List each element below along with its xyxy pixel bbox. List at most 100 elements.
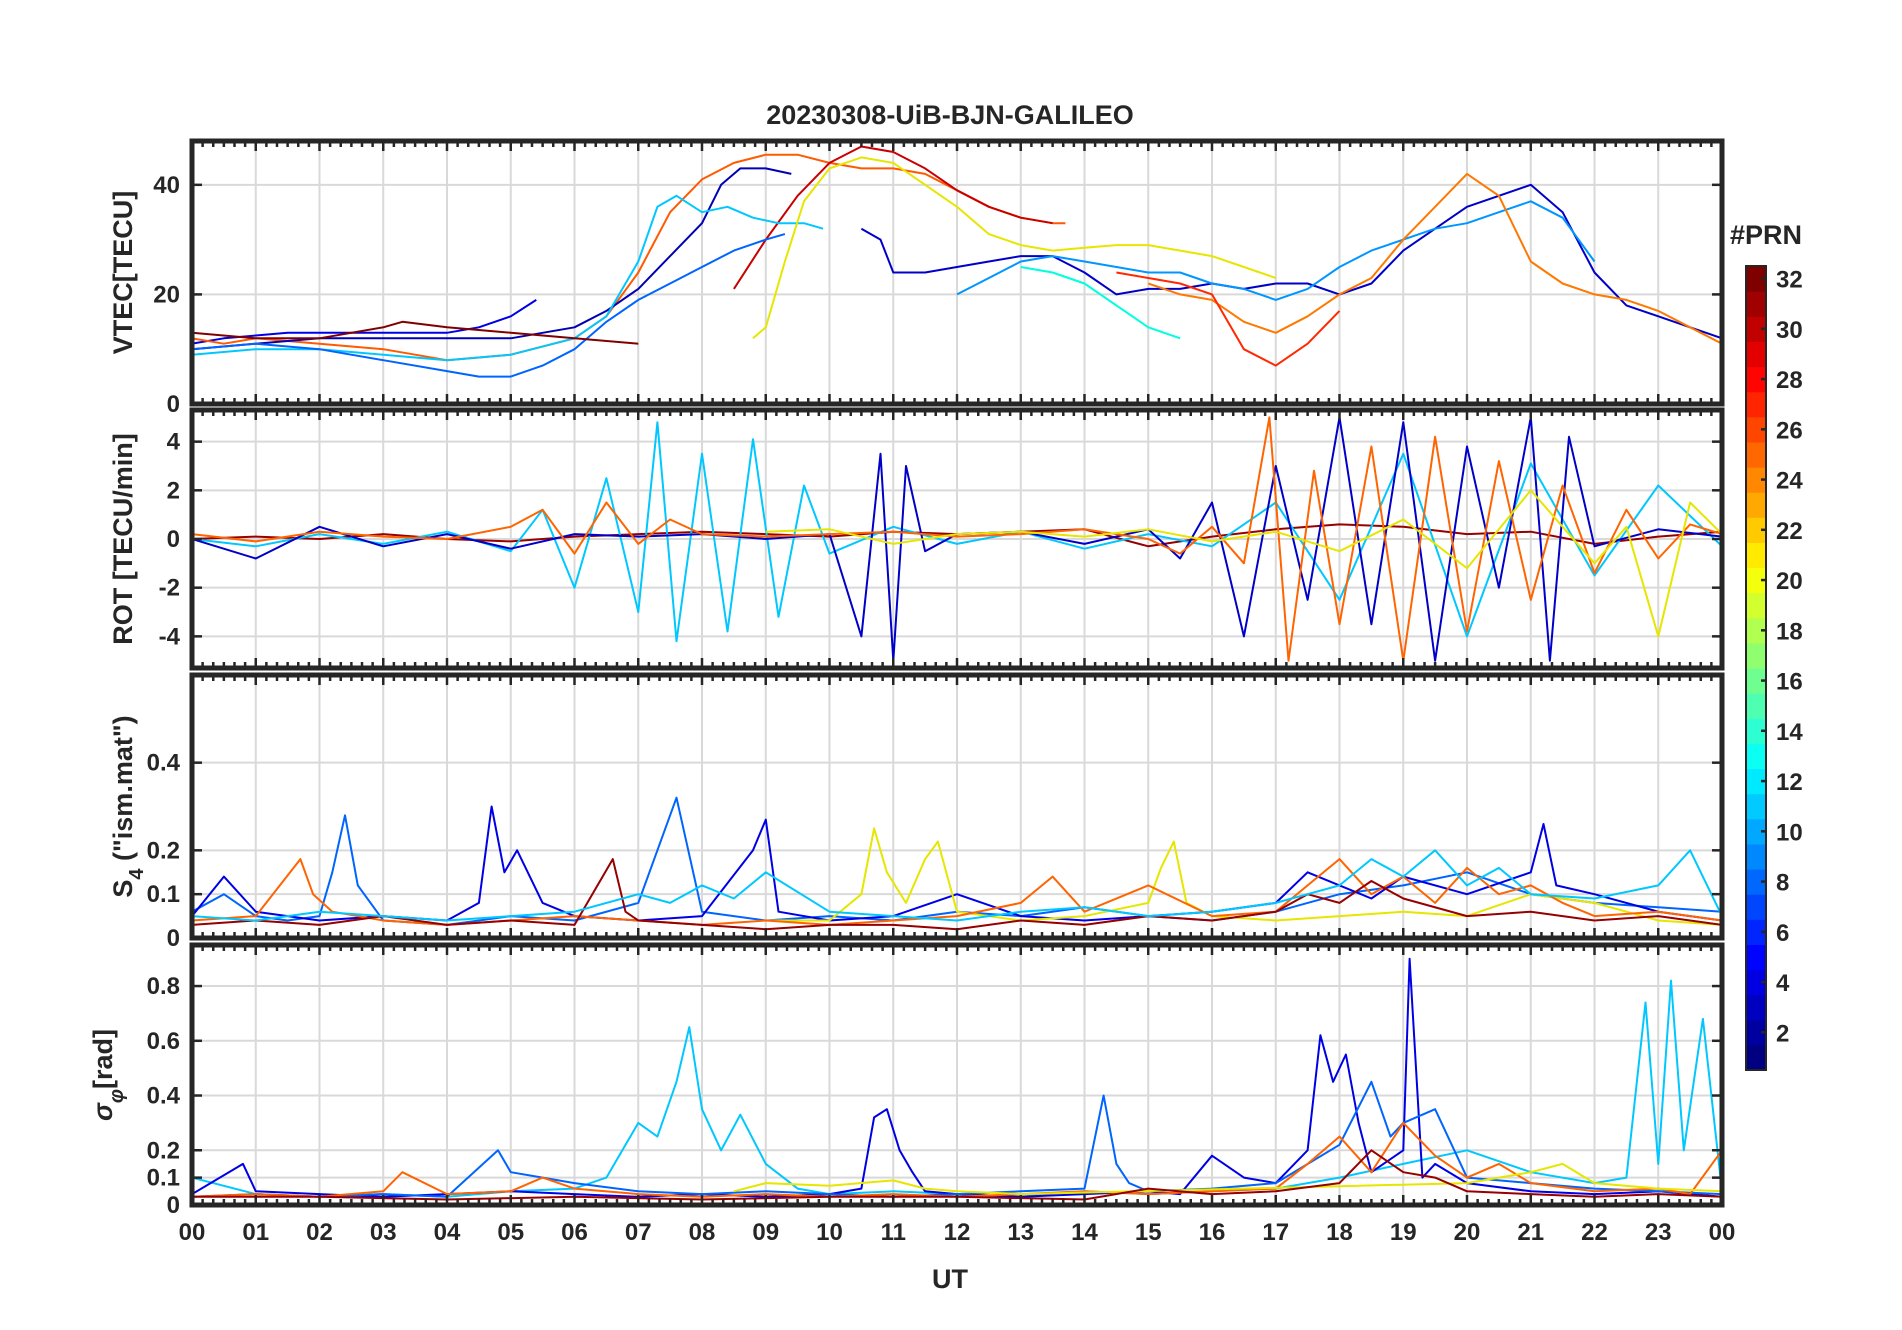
colorbar-segment <box>1746 693 1766 719</box>
colorbar-segment <box>1746 542 1766 569</box>
x-tick-label: 20 <box>1454 1219 1481 1246</box>
frame-layer <box>189 138 1725 1208</box>
x-tick-label: 22 <box>1581 1219 1608 1246</box>
rot-y-tick-label: 0 <box>167 526 180 553</box>
vtec-trace-prn-1 <box>192 167 792 351</box>
x-tick-label: 15 <box>1135 1219 1162 1246</box>
s4-trace-prn-19 <box>765 827 1722 926</box>
colorbar-label: #PRN <box>1730 220 1802 250</box>
sigma-trace-prn-8 <box>192 1080 1722 1198</box>
x-tick-label: 02 <box>306 1219 333 1246</box>
colorbar-tick-label: 16 <box>1776 669 1803 696</box>
sigma-y-tick-label: 0.2 <box>147 1137 180 1164</box>
vtec-trace-prn-30 <box>733 145 1053 290</box>
s4-trace-prn-11 <box>192 849 1722 922</box>
rot-y-tick-label: 4 <box>167 429 181 456</box>
x-tick-label: 23 <box>1645 1219 1672 1246</box>
rot-trace-prn-19 <box>765 489 1722 638</box>
vtec-y-axis-label: VTEC[TECU] <box>108 191 138 355</box>
colorbar-segment <box>1746 316 1766 342</box>
x-tick-label: 00 <box>179 1219 206 1246</box>
sigma-trace-prn-32 <box>192 1149 1722 1201</box>
x-tick-label: 09 <box>752 1219 779 1246</box>
rot-y-tick-label: -2 <box>159 575 180 602</box>
colorbar-segment <box>1746 1019 1766 1046</box>
colorbar-segment <box>1746 818 1766 845</box>
colorbar-segment <box>1746 668 1766 694</box>
colorbar-segment <box>1746 768 1766 795</box>
s4-y-tick-label: 0.2 <box>147 837 180 864</box>
colorbar-tick-label: 10 <box>1776 819 1803 846</box>
vtec-trace-prn-3 <box>192 299 537 345</box>
sigma-y-tick-label: 0.8 <box>147 973 180 1000</box>
x-tick-label: 04 <box>434 1219 461 1246</box>
colorbar-segment <box>1746 416 1766 443</box>
rot-y-tick-label: -4 <box>159 623 181 650</box>
x-tick-label: 06 <box>561 1219 588 1246</box>
colorbar-segment <box>1746 266 1766 292</box>
sigma-y-tick-label: 0.6 <box>147 1028 180 1055</box>
x-tick-label: 03 <box>370 1219 397 1246</box>
vtec-y-tick-label: 20 <box>153 281 180 308</box>
rot-traces <box>192 416 1722 662</box>
colorbar-tick-label: 2 <box>1776 1020 1789 1047</box>
vtec-trace-prn-25 <box>1147 172 1722 345</box>
rot-y-axis-label: ROT [TECU/min] <box>108 433 138 644</box>
x-tick-label: 14 <box>1071 1219 1098 1246</box>
colorbar-segment <box>1746 341 1766 368</box>
x-axis-label: UT <box>932 1264 968 1294</box>
sigma-y-tick-label: 0 <box>167 1192 180 1219</box>
colorbar-tick-label: 12 <box>1776 769 1803 796</box>
colorbar-segment <box>1746 467 1766 493</box>
vtec-trace-prn-10 <box>956 200 1596 301</box>
vtec-traces <box>192 145 1722 378</box>
colorbar-segment <box>1746 642 1766 669</box>
colorbar-tick-label: 32 <box>1776 267 1803 294</box>
colorbar-segment <box>1746 517 1766 543</box>
colorbar-segment <box>1746 969 1766 996</box>
vtec-trace-prn-32 <box>192 320 639 345</box>
colorbar-frame <box>1745 265 1767 1071</box>
colorbar-segment <box>1746 869 1766 895</box>
colorbar-segment <box>1746 743 1766 770</box>
colorbar-segment <box>1746 617 1766 644</box>
colorbar-segment <box>1746 793 1766 820</box>
colorbar-tick-label: 22 <box>1776 518 1803 545</box>
x-tick-label: 21 <box>1517 1219 1544 1246</box>
rot-trace-prn-11 <box>192 421 1722 643</box>
sigma-y-tick-label: 0.4 <box>147 1083 181 1110</box>
s4-y-tick-label: 0.1 <box>147 881 180 908</box>
x-tick-label: 08 <box>689 1219 716 1246</box>
x-tick-label: 18 <box>1326 1219 1353 1246</box>
sigma-traces <box>192 957 1722 1201</box>
x-tick-label: 10 <box>816 1219 843 1246</box>
colorbar-tick-label: 26 <box>1776 417 1803 444</box>
colorbar-segment <box>1746 291 1766 317</box>
s4-y-tick-label: 0.4 <box>147 750 181 777</box>
colorbar-tick-label: 8 <box>1776 870 1789 897</box>
x-tick-label: 05 <box>497 1219 524 1246</box>
colorbar-segment <box>1746 1044 1766 1071</box>
s4-y-tick-label: 0 <box>167 925 180 952</box>
colorbar-segment <box>1746 919 1766 945</box>
trace-layer <box>192 145 1722 1201</box>
x-tick-label: 17 <box>1262 1219 1289 1246</box>
colorbar-segment <box>1746 441 1766 468</box>
colorbar-tick-label: 20 <box>1776 568 1803 595</box>
colorbar-segment <box>1746 994 1766 1021</box>
vtec-y-tick-label: 40 <box>153 172 180 199</box>
sigma-trace-prn-3 <box>192 957 1722 1198</box>
colorbar-tick-label: 28 <box>1776 367 1803 394</box>
s4-trace-prn-8 <box>192 796 1722 926</box>
colorbar-segment <box>1746 894 1766 920</box>
colorbar-tick-label: 4 <box>1776 970 1790 997</box>
colorbar-segment <box>1746 492 1766 518</box>
s4-y-axis-label: S4 ("ism.mat") <box>108 715 148 897</box>
colorbar-tick-label: 14 <box>1776 719 1803 746</box>
colorbar-tick-label: 24 <box>1776 468 1803 495</box>
colorbar-tick-label: 30 <box>1776 317 1803 344</box>
vtec-trace-prn-19 <box>752 156 1277 340</box>
rot-y-tick-label: 2 <box>167 477 180 504</box>
